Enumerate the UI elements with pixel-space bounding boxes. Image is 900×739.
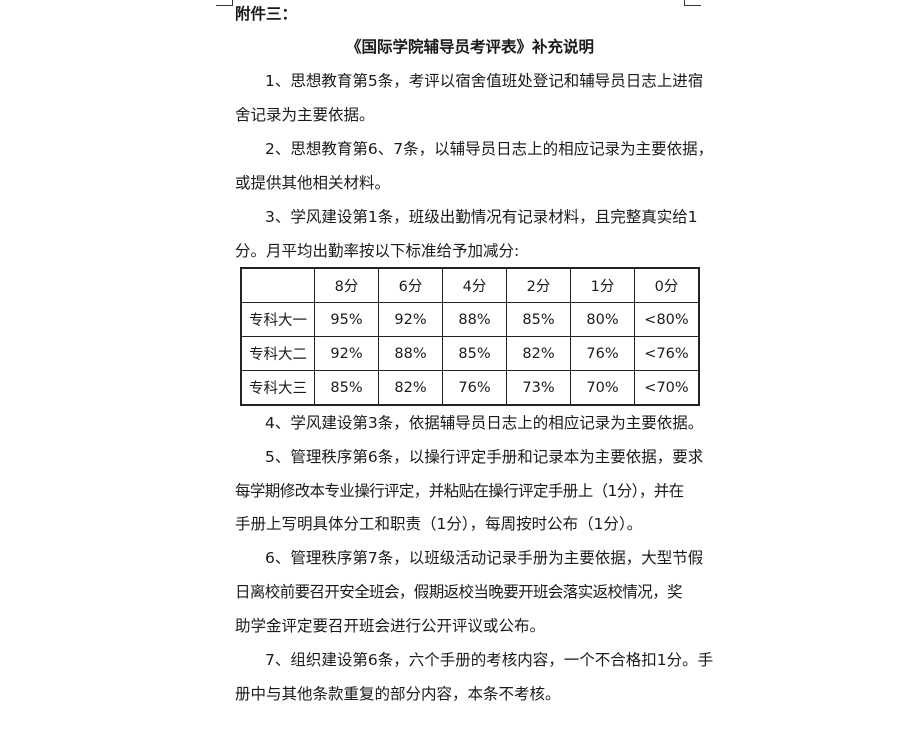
paragraph-line: 或提供其他相关材料。: [235, 174, 391, 192]
paragraph-line: 6、管理秩序第7条，以班级活动记录手册为主要依据，大型节假: [265, 549, 704, 567]
paragraph-line: 分。月平均出勤率按以下标准给予加减分:: [235, 242, 520, 260]
paragraph-line: 册中与其他条款重复的部分内容，本条不考核。: [235, 685, 561, 703]
paragraph-line: 4、学风建设第3条，依据辅导员日志上的相应记录为主要依据。: [265, 414, 704, 432]
table-row: 专科大一 95% 92% 88% 85% 80% <80%: [240, 302, 700, 337]
attachment-heading: 附件三：: [235, 5, 298, 23]
attendance-score-table: 8分 6分 4分 2分 1分 0分 专科大一 95% 92% 88% 85% 8…: [240, 267, 700, 406]
paragraph-line: 舍记录为主要依据。: [235, 106, 375, 124]
table-cell: 82%: [378, 370, 443, 406]
table-cell: 8分: [314, 267, 379, 303]
paragraph-line: 日离校前要召开安全班会，假期返校当晚要开班会落实返校情况，奖: [235, 583, 683, 601]
table-cell: <70%: [634, 370, 700, 406]
table-cell: 85%: [314, 370, 379, 406]
table-cell: 专科大三: [240, 370, 315, 406]
table-cell: 95%: [314, 302, 379, 337]
table-cell: 85%: [442, 336, 507, 371]
table-cell: 80%: [570, 302, 635, 337]
document-title: 《国际学院辅导员考评表》补充说明: [346, 38, 595, 56]
table-cell: 82%: [506, 336, 571, 371]
table-cell: 专科大一: [240, 302, 315, 337]
table-row: 专科大三 85% 82% 76% 73% 70% <70%: [240, 370, 700, 406]
table-cell: 92%: [378, 302, 443, 337]
paragraph-line: 3、学风建设第1条，班级出勤情况有记录材料，且完整真实给1: [265, 208, 698, 226]
page-corner-mark-right: [684, 0, 701, 6]
table-cell: 88%: [442, 302, 507, 337]
table-header-row: 8分 6分 4分 2分 1分 0分: [240, 267, 700, 303]
table-cell: 76%: [570, 336, 635, 371]
table-cell: 2分: [506, 267, 571, 303]
paragraph-line: 2、思想教育第6、7条，以辅导员日志上的相应记录为主要依据，: [265, 140, 714, 158]
paragraph-line: 每学期修改本专业操行评定，并粘贴在操行评定手册上（1分），并在: [235, 482, 684, 500]
table-row: 专科大二 92% 88% 85% 82% 76% <76%: [240, 336, 700, 371]
table-cell: 专科大二: [240, 336, 315, 371]
paragraph-line: 7、组织建设第6条，六个手册的考核内容，一个不合格扣1分。手: [265, 651, 714, 669]
table-cell: 6分: [378, 267, 443, 303]
paragraph-line: 助学金评定要召开班会进行公开评议或公布。: [235, 617, 546, 635]
table-cell: 70%: [570, 370, 635, 406]
paragraph-line: 5、管理秩序第6条，以操行评定手册和记录本为主要依据，要求: [265, 448, 704, 466]
table-cell: 0分: [634, 267, 700, 303]
table-cell: 88%: [378, 336, 443, 371]
paragraph-line: 手册上写明具体分工和职责（1分），每周按时公布（1分）。: [235, 515, 643, 533]
table-cell: 85%: [506, 302, 571, 337]
table-cell: [240, 267, 315, 303]
table-cell: <76%: [634, 336, 700, 371]
table-cell: 4分: [442, 267, 507, 303]
paragraph-line: 1、思想教育第5条，考评以宿舍值班处登记和辅导员日志上进宿: [265, 72, 704, 90]
page-corner-mark-left: [216, 0, 233, 6]
table-cell: 1分: [570, 267, 635, 303]
table-cell: <80%: [634, 302, 700, 337]
table-cell: 73%: [506, 370, 571, 406]
table-cell: 92%: [314, 336, 379, 371]
table-cell: 76%: [442, 370, 507, 406]
